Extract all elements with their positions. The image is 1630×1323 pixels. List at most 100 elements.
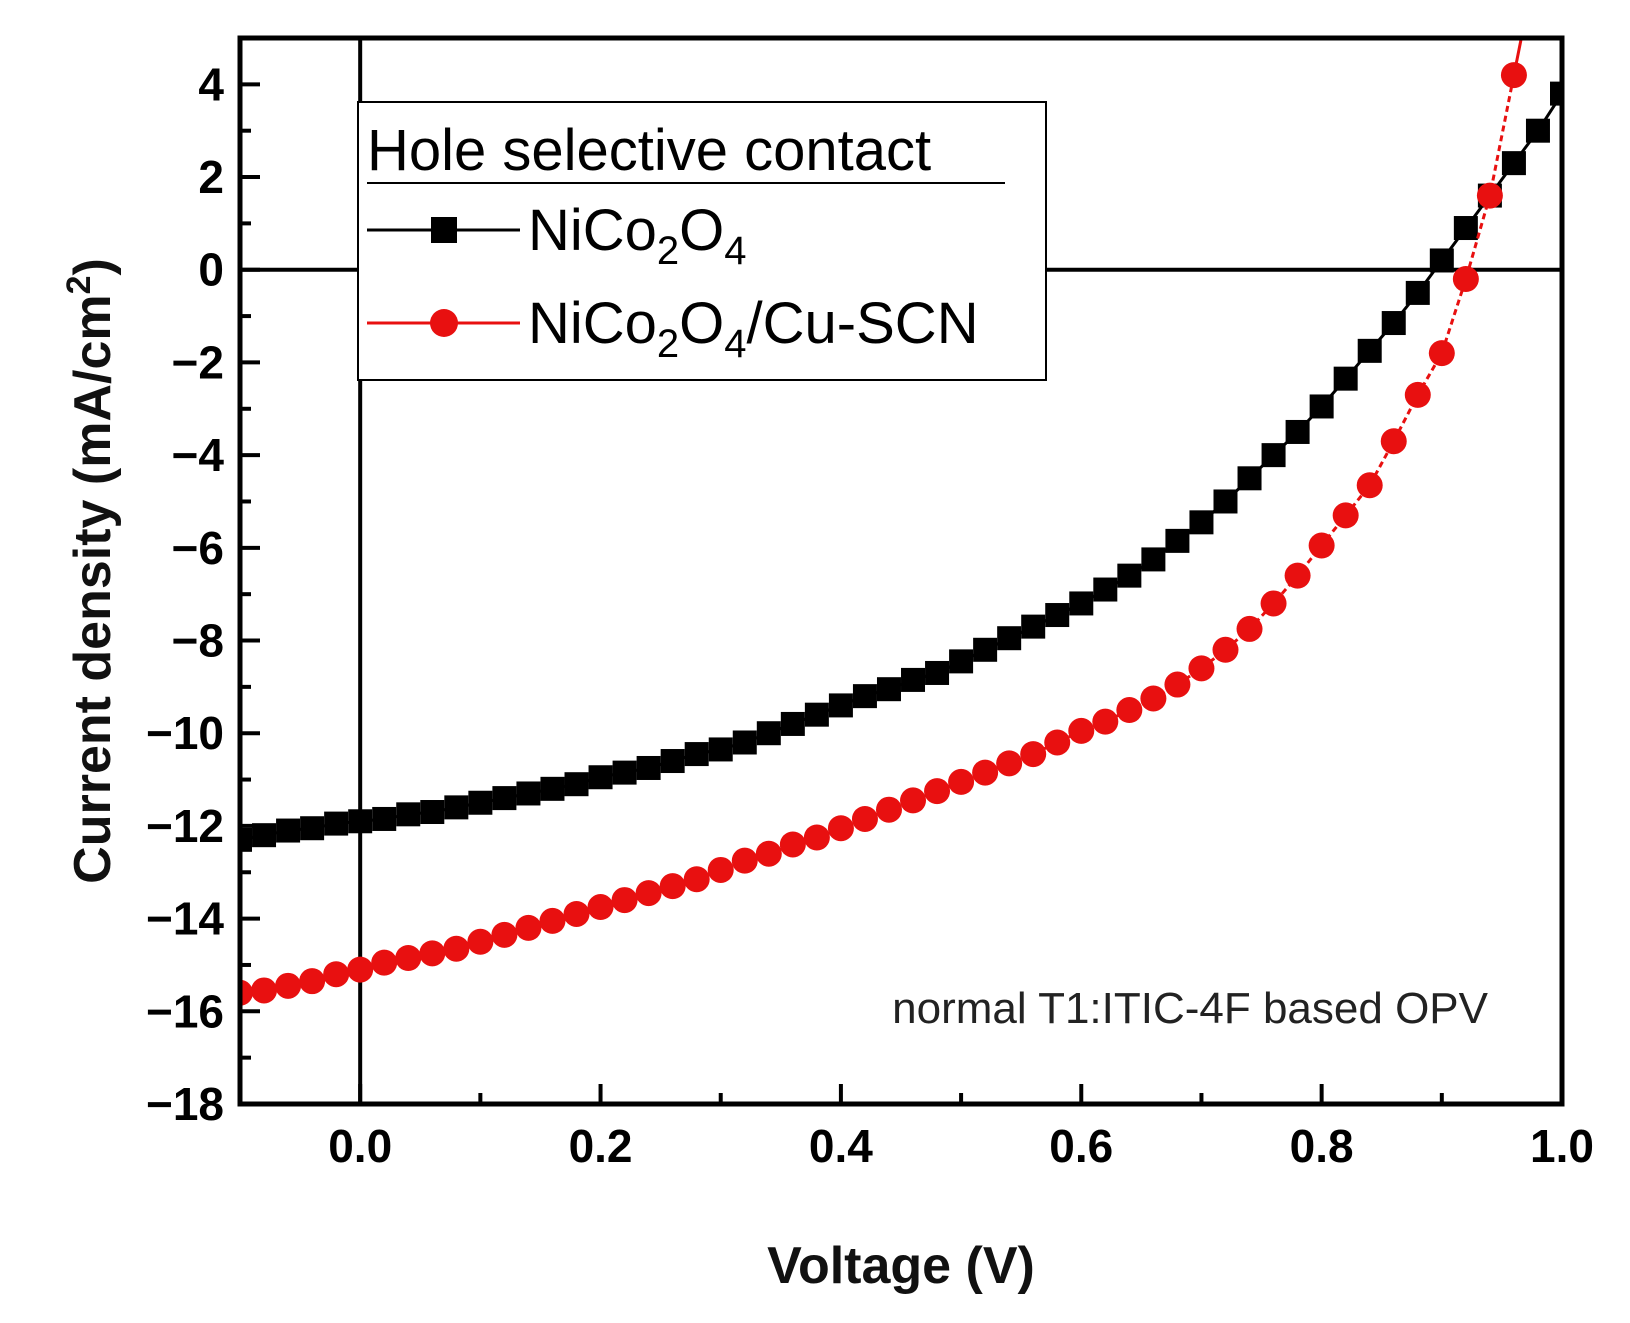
data-point bbox=[779, 831, 806, 858]
data-point bbox=[900, 787, 927, 814]
x-tick-label: 0.2 bbox=[569, 1120, 633, 1172]
y-tick-label: −4 bbox=[172, 429, 225, 481]
data-point bbox=[1164, 671, 1191, 698]
y-tick-label: −18 bbox=[146, 1078, 224, 1130]
data-point bbox=[1356, 472, 1383, 499]
data-point bbox=[949, 649, 974, 674]
legend-box bbox=[357, 101, 1047, 381]
data-point bbox=[251, 977, 278, 1004]
data-point bbox=[1285, 419, 1310, 444]
data-point bbox=[1525, 118, 1550, 143]
data-point bbox=[924, 778, 951, 805]
data-point bbox=[371, 949, 398, 976]
y-tick-label: −14 bbox=[146, 893, 224, 945]
data-point bbox=[611, 887, 638, 914]
data-point bbox=[395, 945, 422, 972]
y-axis-label-sup: 2 bbox=[60, 275, 98, 294]
data-point bbox=[851, 805, 878, 832]
data-point bbox=[707, 856, 734, 883]
data-point bbox=[1308, 532, 1335, 559]
axis-ticks bbox=[238, 36, 1564, 1106]
data-point bbox=[708, 737, 733, 762]
x-tick-labels: 0.0 0.2 0.4 0.6 0.8 1.0 bbox=[328, 1120, 1594, 1172]
data-point bbox=[780, 711, 805, 736]
series-line-tail bbox=[1512, 38, 1523, 76]
data-point bbox=[276, 818, 301, 843]
data-point bbox=[468, 790, 493, 815]
data-point bbox=[1188, 655, 1215, 682]
y-tick-label: 4 bbox=[198, 58, 224, 110]
data-point bbox=[804, 702, 829, 727]
data-point bbox=[564, 772, 589, 797]
legend-title: Hole selective contact bbox=[367, 118, 931, 183]
data-point bbox=[973, 637, 998, 662]
data-point bbox=[1069, 591, 1094, 616]
data-point bbox=[1165, 528, 1190, 553]
data-point bbox=[1453, 216, 1478, 241]
data-point bbox=[275, 972, 302, 999]
data-point bbox=[731, 847, 758, 874]
data-point bbox=[1116, 697, 1143, 724]
data-point bbox=[347, 956, 374, 983]
data-point bbox=[996, 750, 1023, 777]
data-point bbox=[803, 824, 830, 851]
data-point bbox=[1357, 338, 1382, 363]
data-point bbox=[1452, 266, 1479, 293]
y-tick-label: −6 bbox=[172, 522, 224, 574]
y-tick-label: 2 bbox=[198, 151, 224, 203]
y-tick-label: −16 bbox=[146, 985, 224, 1037]
data-point bbox=[1141, 547, 1166, 572]
data-point bbox=[348, 809, 373, 834]
data-point bbox=[876, 677, 901, 702]
data-point bbox=[1404, 381, 1431, 408]
y-tick-label: −2 bbox=[172, 336, 224, 388]
data-point bbox=[1332, 502, 1359, 529]
data-point bbox=[1020, 741, 1047, 768]
data-point bbox=[684, 742, 709, 767]
data-point bbox=[587, 894, 614, 921]
data-point bbox=[540, 776, 565, 801]
data-point bbox=[732, 730, 757, 755]
data-point bbox=[299, 968, 326, 995]
data-point bbox=[419, 940, 446, 967]
y-tick-label: −8 bbox=[172, 615, 224, 667]
y-axis-label-end: ) bbox=[64, 258, 122, 275]
data-point bbox=[323, 961, 350, 988]
y-tick-labels: −18 −16 −14 −12 −10 −8 −6 −4 −2 0 2 4 bbox=[146, 58, 224, 1130]
series-1 bbox=[240, 81, 1562, 852]
y-tick-label: −12 bbox=[146, 800, 224, 852]
data-point bbox=[755, 840, 782, 867]
data-point bbox=[491, 921, 518, 948]
data-point bbox=[1140, 685, 1167, 712]
x-tick-label: 0.8 bbox=[1290, 1120, 1354, 1172]
y-tick-label: −10 bbox=[146, 707, 224, 759]
series-2 bbox=[240, 38, 1527, 1006]
data-point bbox=[1236, 615, 1263, 642]
data-point bbox=[1284, 562, 1311, 589]
data-point bbox=[1093, 577, 1118, 602]
device-annotation: normal T1:ITIC-4F based OPV bbox=[892, 984, 1489, 1033]
data-point bbox=[1261, 443, 1286, 468]
data-point bbox=[1021, 614, 1046, 639]
data-point bbox=[875, 796, 902, 823]
data-point bbox=[997, 626, 1022, 651]
data-point bbox=[1309, 394, 1334, 419]
data-point bbox=[1550, 81, 1562, 106]
data-point bbox=[492, 786, 517, 811]
data-point bbox=[659, 873, 686, 900]
data-point bbox=[1213, 489, 1238, 514]
x-axis-label: Voltage (V) bbox=[767, 1237, 1035, 1295]
data-point bbox=[1428, 340, 1455, 367]
y-tick-label: 0 bbox=[198, 244, 224, 296]
data-point bbox=[1045, 603, 1070, 628]
data-point bbox=[1405, 280, 1430, 305]
legend-label-nico2o4: NiCo2O4 bbox=[528, 198, 747, 273]
data-point bbox=[467, 928, 494, 955]
data-point bbox=[1333, 366, 1358, 391]
data-point bbox=[539, 907, 566, 934]
data-point bbox=[1044, 729, 1071, 756]
data-point bbox=[324, 811, 349, 836]
data-point bbox=[925, 660, 950, 685]
data-point bbox=[635, 880, 662, 907]
data-point bbox=[660, 749, 685, 774]
